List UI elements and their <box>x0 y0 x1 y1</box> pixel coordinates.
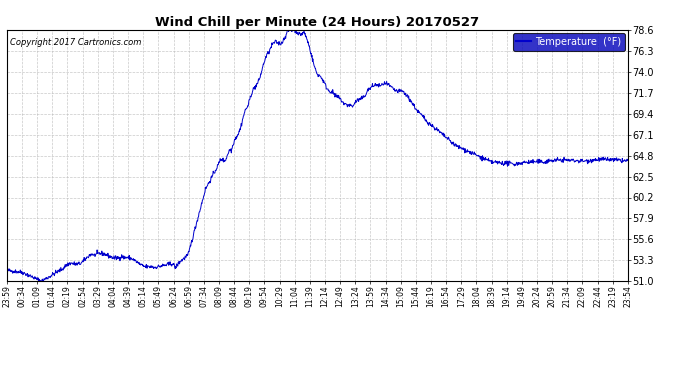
Text: Copyright 2017 Cartronics.com: Copyright 2017 Cartronics.com <box>10 38 141 46</box>
Title: Wind Chill per Minute (24 Hours) 20170527: Wind Chill per Minute (24 Hours) 2017052… <box>155 16 480 29</box>
Legend: Temperature  (°F): Temperature (°F) <box>513 33 625 51</box>
